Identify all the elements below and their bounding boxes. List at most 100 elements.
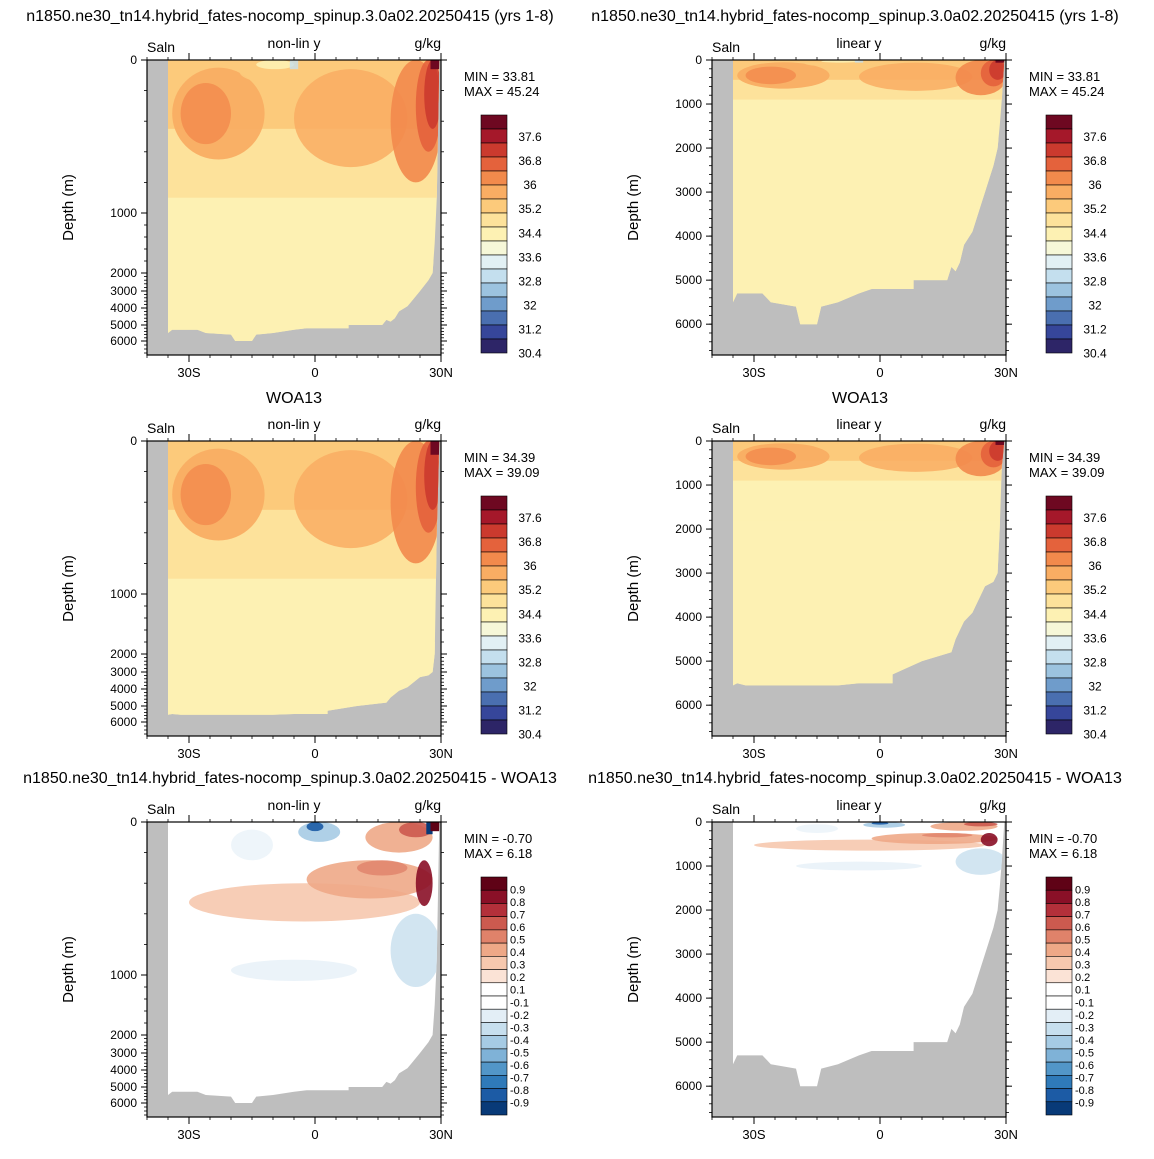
colorbar-label: 0.7 xyxy=(1075,910,1090,922)
panel-title: n1850.ne30_tn14.hybrid_fates-nocomp_spin… xyxy=(588,770,1122,787)
colorbar-swatch xyxy=(480,142,508,158)
y-tick-label: 4000 xyxy=(110,301,137,315)
y-axis-title: Depth (m) xyxy=(60,555,77,622)
colorbar-swatch xyxy=(480,691,508,707)
y-tick-label: 0 xyxy=(130,53,137,67)
colorbar-swatch xyxy=(480,523,508,539)
y-tick-label: 5000 xyxy=(110,318,137,332)
contour-region xyxy=(231,829,273,861)
colorbar-swatch xyxy=(480,114,508,130)
colorbar-swatch xyxy=(1045,579,1073,595)
contour-region xyxy=(180,82,231,145)
colorbar-label: 0.1 xyxy=(510,985,525,997)
colorbar-label: 36 xyxy=(523,559,537,573)
y-tick-label: 1000 xyxy=(675,478,702,492)
colorbar-swatch xyxy=(1045,338,1073,354)
colorbar-swatch xyxy=(480,1088,508,1103)
colorbar-swatch xyxy=(1045,537,1073,553)
colorbar-swatch xyxy=(480,226,508,242)
colorbar-swatch xyxy=(1045,1075,1073,1089)
colorbar-swatch xyxy=(1045,995,1073,1010)
colorbar-label: 34.4 xyxy=(518,226,542,240)
colorbar-label: 30.4 xyxy=(518,347,542,361)
colorbar-label: 33.6 xyxy=(518,631,542,645)
contour-region xyxy=(180,463,231,526)
y-tick-label: 5000 xyxy=(675,654,702,668)
colorbar-swatch xyxy=(1045,969,1073,984)
colorbar-label: 30.4 xyxy=(1083,728,1107,742)
y-tick-label: 5000 xyxy=(110,1080,137,1094)
x-tick-label: 30S xyxy=(177,1127,200,1142)
colorbar: 0.90.80.70.60.50.40.30.20.1-0.1-0.2-0.3-… xyxy=(480,876,529,1116)
contour-region xyxy=(430,60,440,70)
colorbar-label: 32 xyxy=(523,680,537,694)
contour-region xyxy=(745,447,796,466)
colorbar-swatch xyxy=(1045,929,1073,944)
y-tick-label: 1000 xyxy=(110,587,137,601)
colorbar-label: -0.9 xyxy=(1075,1097,1094,1109)
y-axis-title: Depth (m) xyxy=(625,174,642,241)
x-tick-label: 0 xyxy=(311,746,318,761)
colorbar-label: 0.3 xyxy=(510,960,525,972)
colorbar-swatch xyxy=(1045,142,1073,158)
panel-title: WOA13 xyxy=(832,390,888,407)
yscale-label: linear y xyxy=(836,416,881,432)
colorbar-swatch xyxy=(1045,128,1073,144)
colorbar-label: 0.4 xyxy=(1075,947,1090,959)
x-tick-label: 0 xyxy=(311,365,318,380)
panel-title: n1850.ne30_tn14.hybrid_fates-nocomp_spin… xyxy=(591,8,1119,25)
x-tick-label: 0 xyxy=(876,365,883,380)
colorbar-label: 34.4 xyxy=(1083,226,1107,240)
colorbar-label: -0.3 xyxy=(510,1022,529,1034)
contour-region xyxy=(424,441,440,510)
colorbar-label: -0.3 xyxy=(1075,1022,1094,1034)
colorbar-swatch xyxy=(1045,226,1073,242)
colorbar-label: 36.8 xyxy=(518,535,542,549)
colorbar-swatch xyxy=(480,338,508,354)
x-tick-label: 30S xyxy=(742,746,765,761)
colorbar-label: 32.8 xyxy=(1083,655,1107,669)
y-tick-label: 0 xyxy=(130,815,137,829)
y-axis-title: Depth (m) xyxy=(625,555,642,622)
ocean-field xyxy=(733,822,1005,1087)
colorbar-swatch xyxy=(480,969,508,984)
colorbar-swatch xyxy=(1045,212,1073,228)
colorbar-label: -0.4 xyxy=(510,1035,529,1047)
x-tick-label: 30N xyxy=(429,1127,453,1142)
y-tick-label: 2000 xyxy=(110,1028,137,1042)
colorbar-swatch xyxy=(480,1008,508,1023)
units-label: g/kg xyxy=(980,797,1006,813)
colorbar-swatch xyxy=(1045,282,1073,298)
contour-region xyxy=(922,833,973,838)
contour-region xyxy=(294,450,408,549)
contour-region xyxy=(426,822,433,835)
contour-region xyxy=(989,60,1005,80)
x-tick-label: 30N xyxy=(994,746,1018,761)
panel-title: n1850.ne30_tn14.hybrid_fates-nocomp_spin… xyxy=(23,770,557,787)
colorbar-label: 32.8 xyxy=(518,655,542,669)
colorbar-label: 35.2 xyxy=(518,202,542,216)
colorbar-swatch xyxy=(1045,889,1073,904)
colorbar: 37.6 36.8 36 35.2 34.4 33.6 32.8 32 31.2 30.4 xyxy=(1045,114,1107,361)
colorbar-swatch xyxy=(1045,1035,1073,1050)
colorbar-label: 33.6 xyxy=(1083,631,1107,645)
colorbar-swatch xyxy=(480,254,508,270)
colorbar-swatch xyxy=(480,1101,508,1116)
colorbar-label: 35.2 xyxy=(518,583,542,597)
colorbar-swatch xyxy=(1045,903,1073,917)
contour-region xyxy=(989,441,1005,461)
x-tick-label: 30S xyxy=(177,746,200,761)
contour-region xyxy=(231,959,357,981)
y-tick-label: 5000 xyxy=(110,699,137,713)
colorbar-label: -0.8 xyxy=(510,1085,529,1097)
x-tick-label: 0 xyxy=(876,1127,883,1142)
max-value: MAX = 6.18 xyxy=(464,846,532,861)
contour-region xyxy=(854,60,864,63)
colorbar-label: 31.2 xyxy=(518,704,542,718)
contour-region xyxy=(294,69,408,168)
colorbar-label: -0.6 xyxy=(510,1060,529,1072)
colorbar-swatch xyxy=(1045,635,1073,651)
x-tick-label: 30S xyxy=(742,365,765,380)
colorbar-swatch xyxy=(1045,268,1073,284)
section-panel: Saln non-lin y g/kg Depth (m) 0 1000 2000 3000 4… xyxy=(60,35,542,380)
